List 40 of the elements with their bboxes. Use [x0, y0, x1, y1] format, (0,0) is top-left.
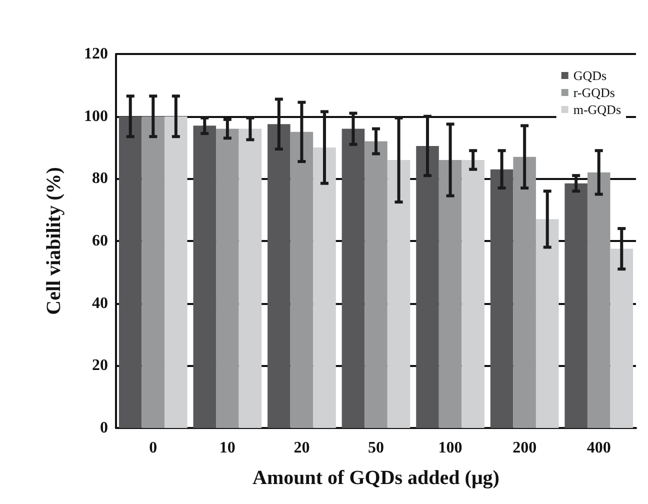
legend-label: m-GQDs: [573, 102, 622, 117]
bar: [164, 116, 188, 428]
x-tick-label: 0: [149, 440, 158, 456]
bar: [216, 128, 239, 428]
bar: [462, 160, 484, 428]
x-tick-label: 400: [586, 440, 611, 456]
x-tick-label: 10: [219, 440, 236, 456]
legend-label: GQDs: [573, 68, 607, 83]
bar: [564, 183, 588, 428]
bar: [587, 172, 610, 428]
bar: [387, 160, 410, 428]
x-tick-label: 200: [512, 440, 537, 456]
bar: [438, 160, 462, 428]
bar: [416, 146, 439, 428]
x-tick-label: 20: [294, 440, 310, 456]
legend-label: r-GQDs: [573, 85, 615, 100]
bar: [193, 126, 216, 428]
bar: [313, 148, 336, 428]
y-axis-title: Cell viability (%): [43, 167, 65, 315]
y-tick-label: 40: [92, 294, 108, 312]
bar: [364, 141, 388, 428]
x-axis-title: Amount of GQDs added (μg): [252, 467, 500, 489]
bar: [268, 124, 290, 428]
y-tick-label: 100: [84, 108, 108, 125]
x-tick-label: 50: [368, 440, 384, 456]
bar: [342, 128, 365, 428]
bar: [118, 116, 142, 428]
y-tick-label: 60: [92, 232, 108, 250]
bar: [238, 128, 262, 428]
y-tick-label: 120: [84, 46, 108, 62]
x-tick-label: 100: [438, 440, 462, 456]
bar: [610, 248, 634, 428]
bar: [290, 132, 314, 428]
bar: [490, 169, 514, 428]
bar: [142, 116, 165, 428]
y-tick-label: 80: [92, 170, 108, 188]
y-tick-label: 20: [92, 357, 108, 374]
bar: [536, 219, 559, 428]
y-tick-label: 0: [100, 420, 108, 436]
bar: [513, 156, 536, 428]
